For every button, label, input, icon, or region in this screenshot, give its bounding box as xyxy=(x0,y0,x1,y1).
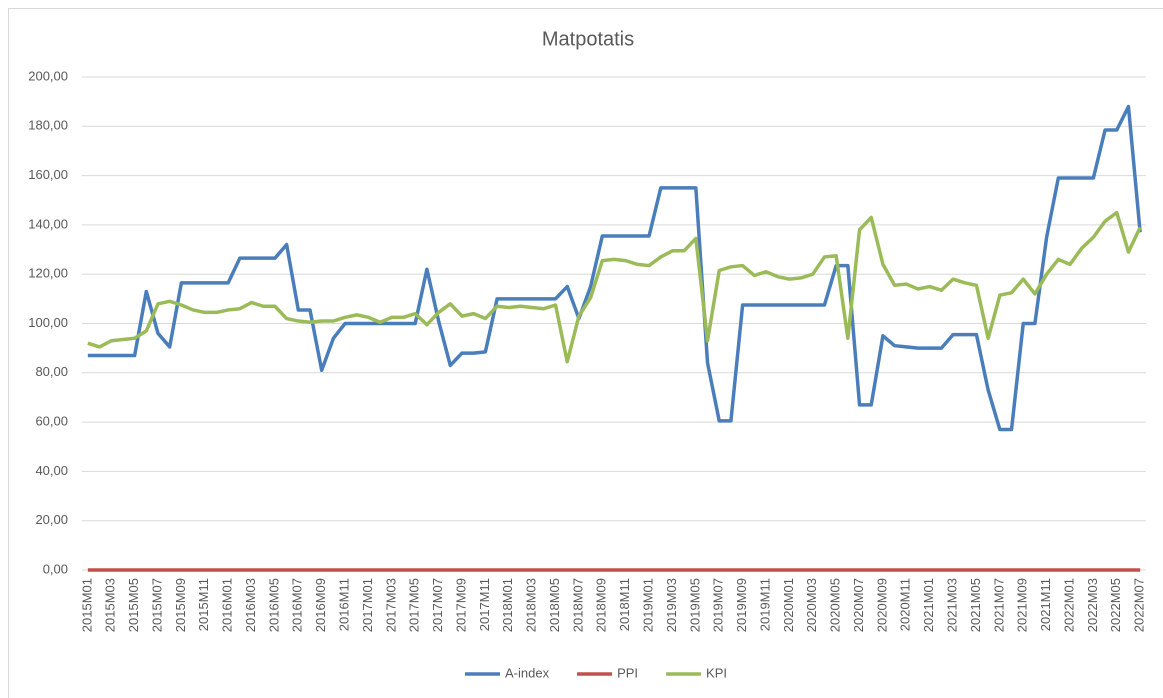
x-tick-label: 2017M01 xyxy=(360,578,375,632)
x-tick-label: 2016M01 xyxy=(220,578,235,632)
legend-label: KPI xyxy=(706,665,727,680)
y-tick-label: 180,00 xyxy=(28,118,68,133)
chart-title: Matpotatis xyxy=(542,28,634,50)
x-tick-label: 2018M03 xyxy=(524,578,539,632)
x-tick-label: 2019M05 xyxy=(687,578,702,632)
x-tick-label: 2017M09 xyxy=(453,578,468,632)
x-tick-label: 2016M11 xyxy=(337,578,352,631)
x-tick-label: 2017M03 xyxy=(383,578,398,632)
x-tick-label: 2019M09 xyxy=(734,578,749,632)
x-tick-label: 2019M01 xyxy=(641,578,656,632)
x-tick-label: 2015M03 xyxy=(103,578,118,632)
x-tick-label: 2020M11 xyxy=(898,578,913,631)
x-tick-label: 2022M03 xyxy=(1085,578,1100,632)
y-tick-label: 140,00 xyxy=(28,216,68,231)
x-tick-label: 2018M09 xyxy=(594,578,609,632)
series-line xyxy=(87,104,1142,432)
x-tick-label: 2020M01 xyxy=(781,578,796,632)
y-tick-label: 0,00 xyxy=(43,561,68,576)
x-tick-label: 2018M07 xyxy=(570,578,585,632)
x-tick-label: 2018M11 xyxy=(617,578,632,631)
x-tick-label: 2017M07 xyxy=(430,578,445,632)
x-tick-label: 2020M03 xyxy=(804,578,819,632)
x-tick-label: 2016M09 xyxy=(313,578,328,632)
x-tick-label: 2021M09 xyxy=(1015,578,1030,632)
x-tick-label: 2018M05 xyxy=(547,578,562,632)
x-tick-label: 2019M11 xyxy=(757,578,772,631)
x-tick-label: 2015M09 xyxy=(173,578,188,632)
x-tick-label: 2017M05 xyxy=(407,578,422,632)
y-tick-label: 120,00 xyxy=(28,266,68,281)
x-tick-label: 2015M11 xyxy=(196,578,211,631)
x-tick-label: 2022M01 xyxy=(1061,578,1076,632)
x-tick-label: 2018M01 xyxy=(500,578,515,632)
x-tick-label: 2019M07 xyxy=(711,578,726,632)
legend-label: PPI xyxy=(617,665,638,680)
x-tick-label: 2020M09 xyxy=(874,578,889,632)
x-tick-label: 2015M01 xyxy=(79,578,94,632)
y-tick-label: 100,00 xyxy=(28,315,68,330)
y-tick-label: 160,00 xyxy=(28,167,68,182)
y-tick-label: 200,00 xyxy=(28,68,68,83)
x-tick-label: 2021M07 xyxy=(991,578,1006,632)
y-tick-label: 40,00 xyxy=(35,463,68,478)
x-tick-label: 2019M03 xyxy=(664,578,679,632)
x-tick-label: 2022M07 xyxy=(1132,578,1147,632)
x-tick-label: 2020M07 xyxy=(851,578,866,632)
series-line xyxy=(87,210,1142,364)
x-tick-label: 2021M11 xyxy=(1038,578,1053,631)
legend-label: A-index xyxy=(505,665,550,680)
x-tick-label: 2015M07 xyxy=(149,578,164,632)
chart-border xyxy=(8,8,1163,698)
x-tick-label: 2021M01 xyxy=(921,578,936,632)
x-tick-label: 2021M05 xyxy=(968,578,983,632)
y-tick-label: 60,00 xyxy=(35,414,68,429)
x-tick-label: 2015M05 xyxy=(126,578,141,632)
x-tick-label: 2016M07 xyxy=(290,578,305,632)
y-tick-label: 20,00 xyxy=(35,512,68,527)
x-tick-label: 2017M11 xyxy=(477,578,492,631)
x-tick-label: 2020M05 xyxy=(828,578,843,632)
y-tick-label: 80,00 xyxy=(35,364,68,379)
x-tick-label: 2021M03 xyxy=(945,578,960,632)
x-tick-label: 2022M05 xyxy=(1108,578,1123,632)
x-tick-label: 2016M03 xyxy=(243,578,258,632)
x-tick-label: 2016M05 xyxy=(266,578,281,632)
